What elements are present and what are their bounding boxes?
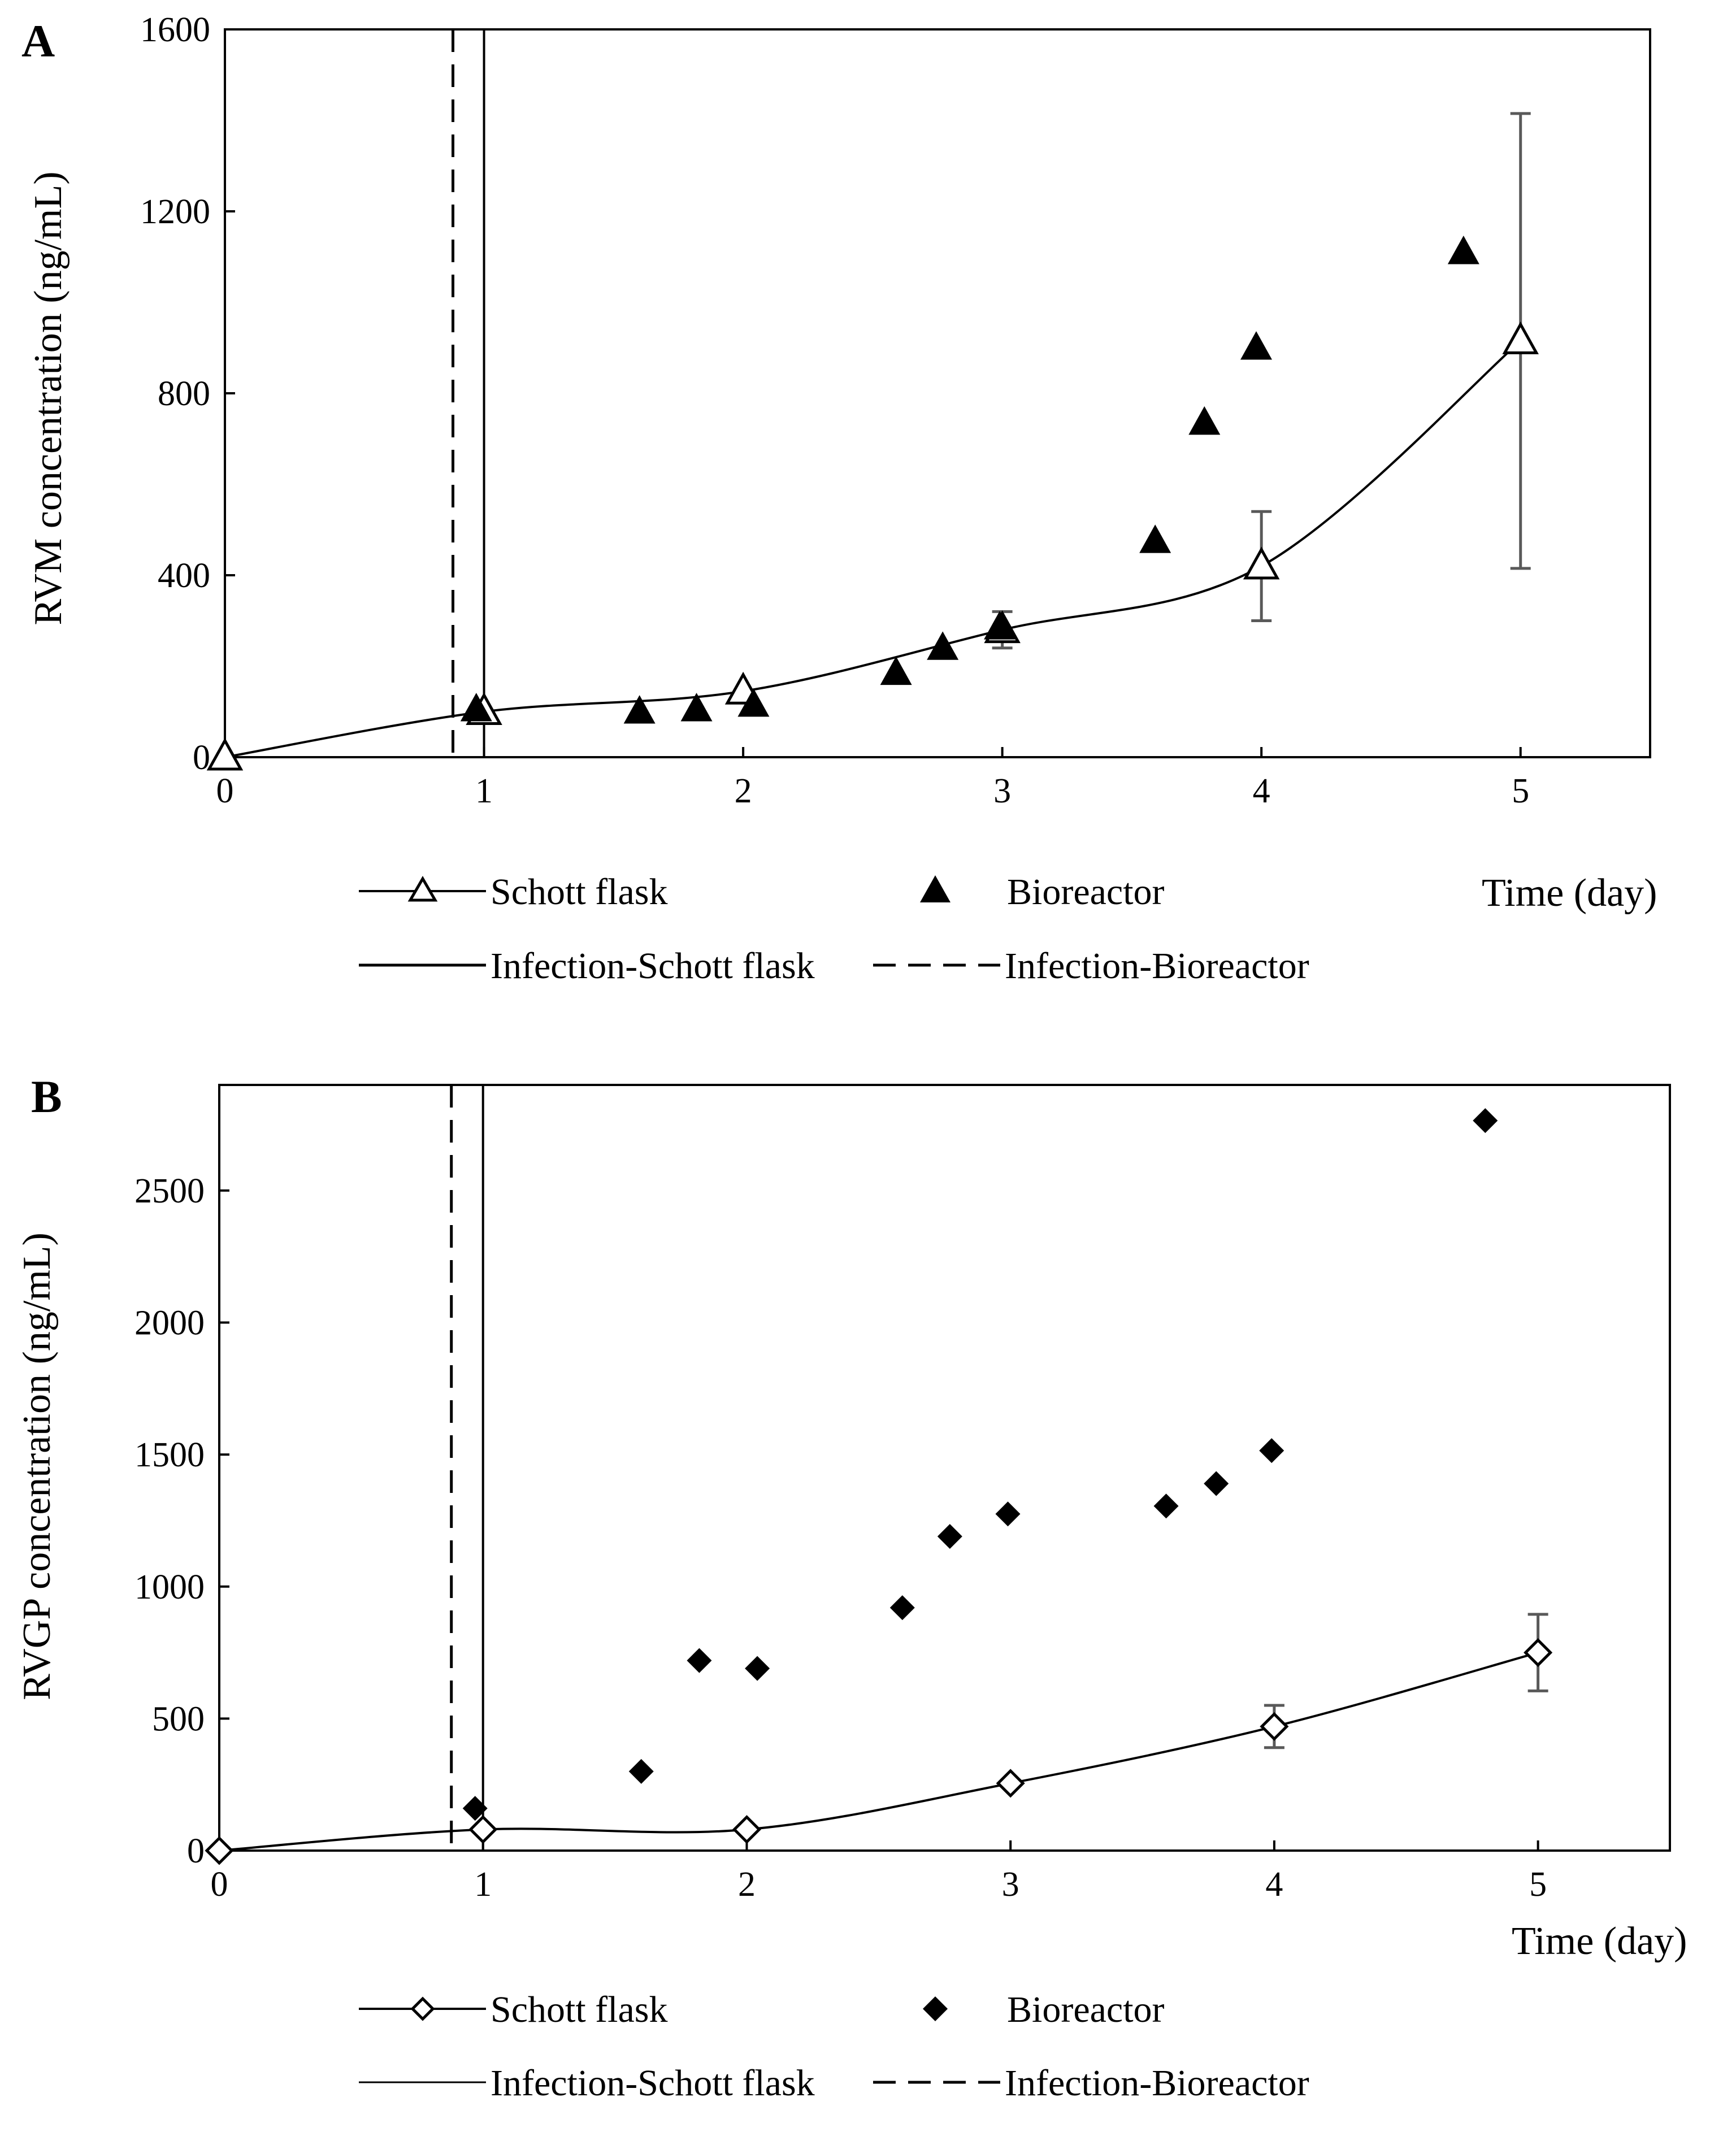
schott-flask-point [1502,321,1539,354]
schott-flask-point [1260,1712,1289,1741]
bioreactor-point [1447,236,1479,264]
legend-a-triangle-filled-icon [920,875,951,902]
schott-flask-trend-line [219,1651,1539,1852]
bioreactor-point [1139,524,1171,553]
panel-a-x-ticks: 0 1 2 3 4 5 [216,747,1529,810]
legend-a-triangle-open-icon [407,876,438,902]
panel-b-infection-lines [450,1085,484,1851]
schott-flask-point [996,1769,1025,1798]
panel-b-y-ticks: 0 500 1000 1500 2000 2500 [134,1172,229,1870]
panel-b-error-bars [1264,1613,1548,1749]
schott-flask-point [468,1815,498,1844]
y-tick-label: 1500 [134,1436,205,1474]
x-tick-label: 3 [1002,1865,1019,1904]
bioreactor-point [995,1501,1021,1527]
legend-a-infection-schott-label: Infection-Schott flask [491,945,815,987]
bioreactor-point [927,631,959,660]
y-tick-label: 500 [152,1700,205,1738]
x-tick-label: 2 [735,772,752,810]
legend-a-bioreactor-label: Bioreactor [1007,871,1165,913]
panel-a-rvm-chart: A RVM concentration (ng/mL) 0 400 800 1200 1… [21,11,1657,987]
y-tick-label: 1600 [140,11,210,49]
schott-flask-point [206,737,244,771]
x-tick-label: 4 [1253,772,1270,810]
bioreactor-point [745,1656,770,1681]
x-tick-label: 5 [1529,1865,1547,1904]
schott-flask-trend-line [224,340,1522,758]
y-tick-label: 1200 [140,193,210,231]
legend-a-infection-bioreactor-label: Infection-Bioreactor [1005,945,1309,987]
x-tick-label: 1 [474,1865,492,1904]
panel-a-x-axis-title: Time (day) [1482,871,1657,915]
x-tick-label: 3 [993,772,1011,810]
y-tick-label: 800 [158,375,210,413]
panel-a-infection-lines [452,29,485,757]
y-tick-label: 0 [193,739,210,777]
bioreactor-point [687,1648,712,1673]
y-tick-label: 1000 [134,1568,205,1606]
schott-flask-point [732,1815,761,1844]
y-tick-label: 400 [158,557,210,595]
y-tick-label: 2500 [134,1172,205,1210]
panel-b-letter: B [31,1071,62,1122]
panel-a-legend: Schott flask Bioreactor Time (day) Infec… [359,871,1657,987]
panel-b-plot-frame [218,1084,1671,1852]
panel-a-schott-flask-curve [224,340,1522,758]
panel-b-data-markers [205,1108,1553,1865]
x-tick-label: 5 [1512,772,1529,810]
bioreactor-point [1473,1108,1498,1134]
bioreactor-point [880,656,912,685]
bioreactor-point [937,1523,962,1549]
schott-flask-point [1243,546,1280,580]
panel-b-x-axis-title: Time (day) [1512,1920,1687,1963]
panel-a-letter: A [21,15,55,67]
bioreactor-point [737,688,770,717]
legend-b-infection-schott-label: Infection-Schott flask [491,2062,815,2104]
panel-b-legend: Schott flask Bioreactor Infection-Schott… [359,1989,1309,2104]
schott-flask-point [1524,1638,1553,1668]
x-tick-label: 0 [216,772,234,810]
schott-flask-point [205,1836,234,1865]
panel-a-y-axis-title: RVM concentration (ng/mL) [27,171,70,625]
legend-b-diamond-filled-icon [923,1996,948,2021]
bioreactor-point [628,1758,654,1784]
panel-b-y-axis-title: RVGP concentration (ng/mL) [15,1232,59,1700]
panel-a-y-ticks: 0 400 800 1200 1600 [140,11,235,777]
bioreactor-point [460,693,492,722]
x-tick-label: 2 [738,1865,756,1904]
y-tick-label: 2000 [134,1304,205,1343]
bioreactor-point [1204,1471,1229,1496]
bioreactor-point [984,611,1016,640]
panel-a-data-markers [206,236,1539,771]
panel-b-x-ticks: 0 1 2 3 4 5 [211,1840,1547,1904]
legend-b-diamond-open-icon [410,1996,435,2021]
x-tick-label: 0 [211,1865,228,1904]
bioreactor-point [462,1796,488,1821]
bioreactor-point [1153,1493,1179,1519]
legend-b-infection-bioreactor-label: Infection-Bioreactor [1005,2062,1309,2104]
panel-b-rvgp-chart: B RVGP concentration (ng/mL) 05001000150… [15,1071,1687,2104]
panel-b-schott-flask-curve [219,1651,1539,1852]
x-tick-label: 1 [475,772,493,810]
legend-b-bioreactor-label: Bioreactor [1007,1989,1165,2030]
x-tick-label: 4 [1265,1865,1283,1904]
bioreactor-point [1240,331,1273,360]
legend-b-schott-label: Schott flask [491,1989,667,2030]
bioreactor-point [1188,406,1221,435]
bioreactor-point [889,1595,915,1621]
y-tick-label: 0 [187,1832,205,1870]
bioreactor-point [680,693,713,722]
legend-a-schott-label: Schott flask [491,871,667,913]
bioreactor-point [1259,1438,1284,1464]
bioreactor-point [623,695,656,724]
